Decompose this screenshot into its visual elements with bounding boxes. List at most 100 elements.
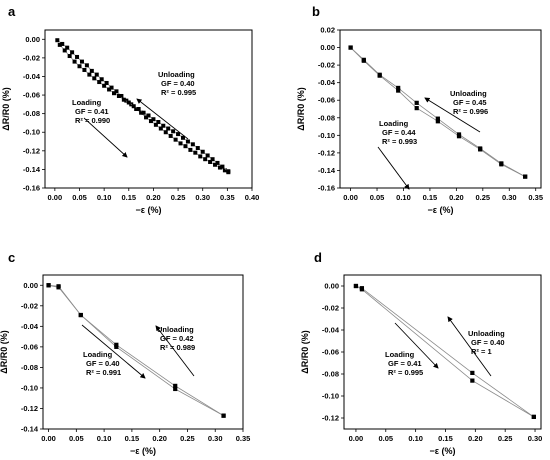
unloading-annotation-line: R² = 0.996: [453, 107, 488, 116]
data-point-unloading: [190, 142, 195, 147]
data-point-unloading: [200, 149, 205, 154]
data-point-unloading: [161, 123, 166, 128]
chart-panel-d: d 0.00 0.05 0.10 0.15 0.20 0.25 0.30 0.00 -0.02 -0…: [300, 250, 542, 456]
data-point-unloading: [456, 134, 462, 139]
data-point-unloading: [185, 139, 190, 144]
panel-letter: b: [312, 4, 320, 19]
data-point-loading: [144, 115, 149, 120]
unloading-annotation: Unloading GF = 0.40 R² = 0.995: [158, 70, 196, 97]
data-point-loading: [208, 159, 213, 164]
data-point-loading: [178, 141, 183, 146]
data-point-unloading: [112, 91, 116, 96]
x-tick-label: 0.00: [343, 193, 358, 202]
data-point-loading: [435, 116, 440, 121]
loading-annotation-line: R² = 0.991: [86, 368, 121, 377]
unloading-annotation-line: R² = 0.995: [161, 88, 196, 97]
loading-arrow: [83, 117, 128, 158]
data-point-unloading: [131, 104, 136, 109]
series-line-unloading: [350, 47, 526, 177]
chart-panel-a: a 0.00 0.05 0.10 0.15 0.20 0.25 0.30 0.35 0.40 0.0…: [1, 4, 259, 215]
data-point-unloading: [78, 312, 83, 318]
y-tick-label: -0.04: [322, 326, 340, 335]
panel-letter: c: [8, 250, 15, 265]
x-axis-title: −ε (%): [135, 205, 161, 215]
data-point-loading: [213, 162, 218, 167]
data-point-loading: [89, 68, 94, 73]
y-tick-label: -0.06: [23, 91, 40, 100]
y-tick-label: 0.00: [23, 281, 38, 290]
y-tick-label: -0.02: [21, 301, 38, 310]
data-point-loading: [183, 144, 188, 149]
data-point-loading: [173, 386, 178, 392]
x-tick-label: 0.20: [152, 434, 167, 443]
unloading-arrow: [136, 98, 189, 140]
y-tick-label: -0.06: [322, 348, 339, 357]
data-point-unloading: [173, 383, 178, 388]
data-point-unloading: [57, 42, 62, 47]
y-tick-label: -0.16: [23, 184, 40, 193]
y-tick-label: -0.06: [318, 96, 335, 105]
data-point-unloading: [359, 286, 365, 291]
data-point-unloading: [77, 64, 82, 69]
data-point-loading: [114, 89, 119, 94]
data-point-loading: [203, 157, 208, 162]
y-tick-label: -0.10: [318, 131, 335, 140]
data-point-loading: [109, 85, 114, 90]
x-tick-label: 0.35: [528, 193, 543, 202]
chart-panel-c: c0.00 0.05 0.10 0.15 0.20 0.25 0.30 0.350.00-0.…: [0, 250, 250, 456]
y-tick-label: -0.04: [23, 72, 41, 81]
data-point-unloading: [195, 146, 200, 151]
x-tick-label: 0.25: [171, 193, 186, 202]
data-point-loading: [222, 168, 227, 173]
data-point-unloading: [82, 67, 87, 72]
data-point-unloading: [215, 160, 220, 165]
unloading-arrow: [447, 316, 492, 377]
data-point-unloading: [220, 164, 225, 169]
data-point-loading: [55, 38, 60, 43]
data-point-unloading: [499, 162, 504, 167]
data-point-unloading: [126, 100, 131, 105]
y-tick-label: -0.08: [322, 370, 339, 379]
data-point-loading: [104, 80, 109, 85]
data-point-loading: [84, 63, 89, 68]
loading-annotation-line: GF = 0.41: [388, 359, 422, 368]
data-point-unloading: [107, 87, 112, 92]
data-point-unloading: [181, 135, 185, 140]
data-point-unloading: [136, 107, 141, 111]
data-point-loading: [70, 50, 75, 55]
y-axis-title: ΔR/R0 (%): [0, 330, 9, 373]
data-point-unloading: [121, 97, 126, 102]
data-point-unloading: [87, 72, 92, 77]
plot-frame: [42, 274, 244, 430]
y-tick-label: 0.02: [320, 26, 335, 35]
loading-annotation: Loading GF = 0.44 R² = 0.993: [379, 119, 417, 146]
y-tick-label: -0.08: [21, 363, 38, 372]
y-tick-label: -0.04: [21, 322, 39, 331]
data-point-loading: [168, 133, 173, 138]
data-point-loading: [148, 119, 153, 124]
data-point-unloading: [205, 153, 210, 158]
data-point-unloading: [62, 48, 67, 53]
data-point-unloading: [396, 88, 401, 93]
data-point-unloading: [116, 93, 121, 98]
data-point-unloading: [171, 129, 176, 134]
data-point-unloading: [226, 169, 231, 174]
data-point-unloading: [435, 119, 440, 124]
x-tick-label: 0.30: [528, 434, 543, 443]
x-tick-label: 0.35: [236, 434, 251, 443]
data-point-unloading: [221, 413, 226, 418]
loading-annotation-line: Loading: [379, 119, 409, 128]
data-point-unloading: [151, 117, 156, 122]
plot-frame: [339, 29, 542, 189]
x-tick-label: 0.05: [72, 193, 87, 202]
data-point-unloading: [92, 76, 97, 81]
unloading-annotation-line: R² = 1: [471, 347, 492, 356]
data-point-loading: [414, 100, 419, 105]
data-point-unloading: [56, 284, 61, 289]
data-point-loading: [94, 72, 99, 77]
x-tick-label: 0.30: [502, 193, 517, 202]
y-axis-title: ΔR/R0 (%): [300, 330, 310, 373]
data-point-unloading: [97, 80, 102, 85]
data-point-loading: [158, 126, 163, 131]
